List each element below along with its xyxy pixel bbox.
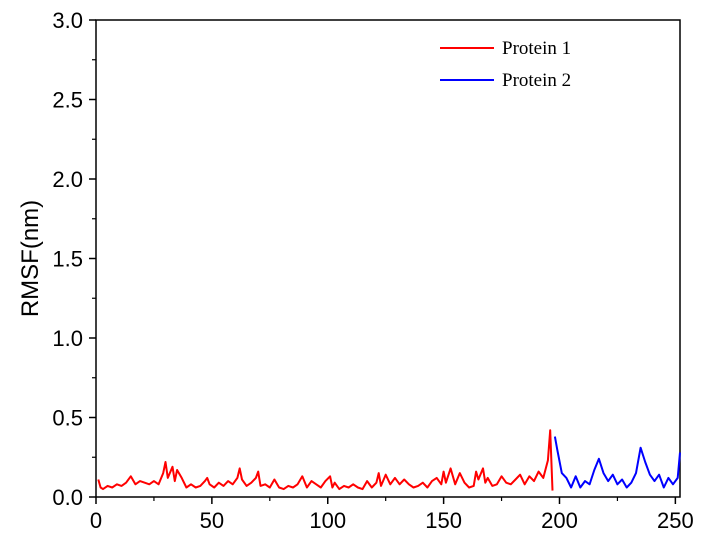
y-tick-label: 3.0 [52,8,83,33]
y-axis-label: RMSF(nm) [17,200,44,317]
x-tick-label: 100 [309,508,346,533]
x-tick-label: 200 [541,508,578,533]
legend-label: Protein 1 [502,38,571,59]
plot-area [95,19,681,498]
y-tick-label: 0.5 [52,406,83,431]
x-tick-label: 50 [200,508,224,533]
series-line-1 [97,429,554,491]
y-tick-label: 1.0 [52,326,83,351]
y-tick-label: 0.0 [52,485,83,510]
y-tick-label: 1.5 [52,247,83,272]
legend: Protein 1 Protein 2 [440,38,571,91]
series-line-2 [553,436,681,489]
x-tick-label: 0 [90,508,102,533]
x-axis-ticks: 0 50 100 150 200 250 [90,497,694,533]
plot-frame [95,19,681,498]
x-tick-label: 250 [657,508,694,533]
x-tick-label: 150 [425,508,462,533]
y-tick-label: 2.0 [52,167,83,192]
y-axis-ticks: 0.0 0.5 1.0 1.5 2.0 2.5 3.0 [52,8,96,510]
legend-label: Protein 2 [502,70,571,91]
y-tick-label: 2.5 [52,88,83,113]
series-layer [97,429,681,491]
